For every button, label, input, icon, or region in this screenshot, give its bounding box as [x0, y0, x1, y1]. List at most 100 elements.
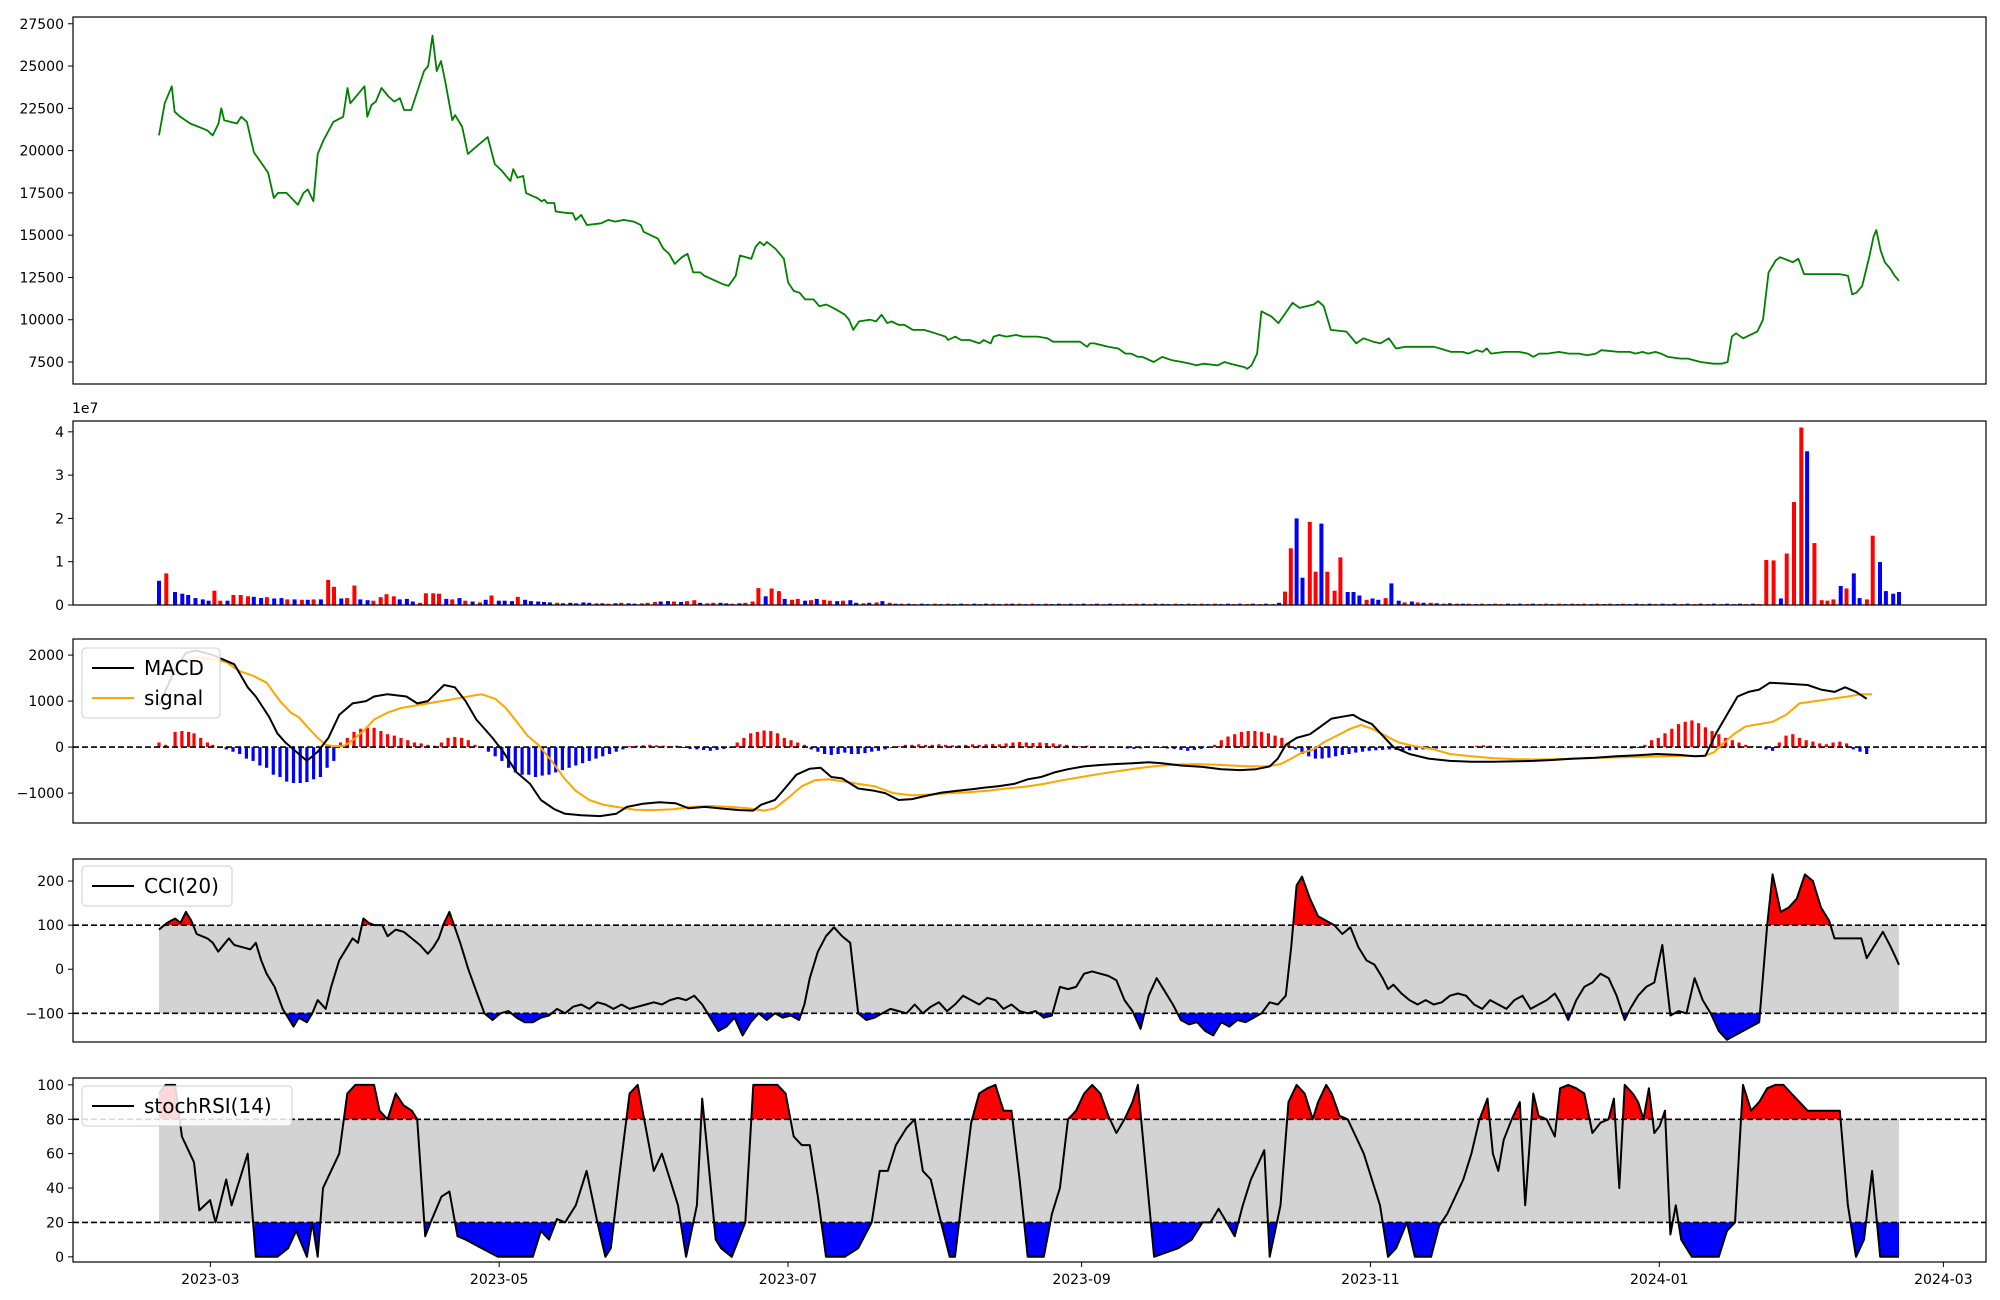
macd-histogram-bar [1233, 734, 1237, 748]
volume-bar [1831, 599, 1836, 605]
volume-scale-label: 1e7 [72, 401, 98, 417]
volume-bar [1153, 603, 1158, 605]
volume-bar [1325, 571, 1330, 605]
volume-bar [1764, 560, 1769, 605]
stochrsi-line [158, 1083, 1899, 1258]
volume-bar [600, 603, 605, 605]
stochrsi-y-tick-label: 60 [46, 1147, 64, 1163]
volume-bar [326, 579, 331, 605]
legend-label: signal [144, 686, 203, 710]
volume-bar [1383, 598, 1388, 605]
volume-bar [193, 598, 198, 605]
macd-histogram-bar [991, 743, 995, 748]
macd-histogram-bar [970, 744, 975, 748]
macd-histogram-bar [540, 747, 544, 776]
volume-bar [1338, 557, 1343, 605]
macd-histogram-bar [1838, 741, 1842, 748]
price-y-tick-label: 15000 [19, 228, 64, 244]
price-y-tick-label: 17500 [19, 186, 64, 202]
legend-label: MACD [144, 656, 204, 680]
macd-histogram-bar [1730, 740, 1734, 748]
macd-histogram-bar [1266, 733, 1270, 748]
macd-histogram-bar [587, 747, 591, 761]
macd-histogram-bar [1320, 747, 1324, 759]
date-axis: 2023-03 2023-05 2023-07 2023-09 2023-11 2024-… [181, 1262, 1973, 1288]
macd-histogram-bar [789, 740, 793, 748]
volume-bar [1428, 602, 1433, 605]
volume-bar [1307, 521, 1312, 605]
volume-bar [972, 603, 977, 605]
volume-bar [1595, 603, 1600, 605]
cci-y-tick-label: 200 [37, 874, 64, 890]
volume-bar [1460, 603, 1465, 605]
macd-histogram-bar [1300, 747, 1304, 754]
macd-histogram-bar [372, 727, 376, 748]
volume-bar [1738, 603, 1742, 605]
macd-histogram-bar [1381, 747, 1385, 750]
volume-bar [1819, 600, 1824, 605]
macd-histogram-bar [1710, 731, 1714, 748]
volume-bar [365, 600, 370, 605]
volume-bar [718, 602, 723, 605]
volume-bar [450, 599, 455, 605]
macd-histogram-bar [318, 747, 322, 777]
macd-histogram-bar [1172, 747, 1176, 749]
macd-histogram-bar [1717, 734, 1721, 748]
macd-histogram-bar [205, 742, 209, 748]
volume-bar [1608, 603, 1613, 605]
macd-histogram-bar [890, 747, 894, 748]
macd-histogram-bar [224, 747, 228, 750]
macd-histogram-bar [1219, 740, 1223, 748]
volume-bar [218, 600, 223, 605]
volume-bar [292, 599, 297, 605]
volume-bar [1466, 603, 1471, 605]
volume-bar [587, 602, 592, 605]
volume-bar [1213, 603, 1217, 605]
macd-histogram-bar [180, 731, 184, 748]
macd-histogram-bar [1737, 742, 1741, 748]
volume-bar [246, 596, 250, 605]
volume-bar [730, 603, 735, 605]
macd-histogram-bar [399, 737, 403, 748]
macd-histogram-bar [453, 737, 457, 748]
macd-histogram-bar [1589, 746, 1593, 748]
macd-histogram-bar [345, 737, 349, 748]
volume-bar [574, 603, 579, 605]
macd-histogram-bar [1851, 747, 1855, 750]
macd-histogram-bar [1407, 747, 1412, 751]
volume-bar [1277, 602, 1282, 605]
stochrsi-y-tick-label: 20 [46, 1215, 64, 1231]
macd-histogram-bar [849, 747, 854, 754]
volume-y-tick-label: 4 [55, 425, 64, 441]
volume-bar [1300, 577, 1305, 605]
macd-histogram-bar [984, 744, 988, 748]
volume-bar [272, 598, 277, 605]
volume-bar [1004, 603, 1009, 605]
volume-bar [1173, 603, 1178, 605]
volume-bar [1017, 603, 1022, 605]
macd-histogram-bar [473, 744, 477, 748]
volume-bar [1784, 553, 1789, 605]
volume-bar [613, 603, 618, 605]
macd-histogram-bar [1186, 747, 1190, 751]
volume-panel: 0 1 2 3 4 1e7 [55, 401, 1987, 614]
volume-bar [692, 600, 697, 605]
volume-bar [619, 602, 624, 605]
volume-bar [515, 596, 520, 605]
macd-histogram-bar [560, 747, 564, 771]
volume-bar [352, 585, 357, 605]
volume-bar [893, 603, 898, 605]
volume-bar [854, 602, 859, 605]
macd-histogram-bar [1502, 746, 1506, 748]
volume-bar [528, 601, 533, 605]
volume-bar [523, 599, 528, 605]
macd-histogram-bar [1683, 721, 1687, 748]
macd-histogram-bar [1367, 747, 1371, 751]
macd-histogram-bar [1044, 743, 1049, 748]
macd-panel: −1000 0 1000 2000 MACD signal [17, 638, 1987, 824]
macd-histogram-bar [1670, 728, 1674, 748]
volume-bar [1237, 603, 1242, 605]
volume-bar [358, 599, 363, 605]
volume-bar [1864, 599, 1869, 605]
volume-bar [238, 595, 243, 605]
